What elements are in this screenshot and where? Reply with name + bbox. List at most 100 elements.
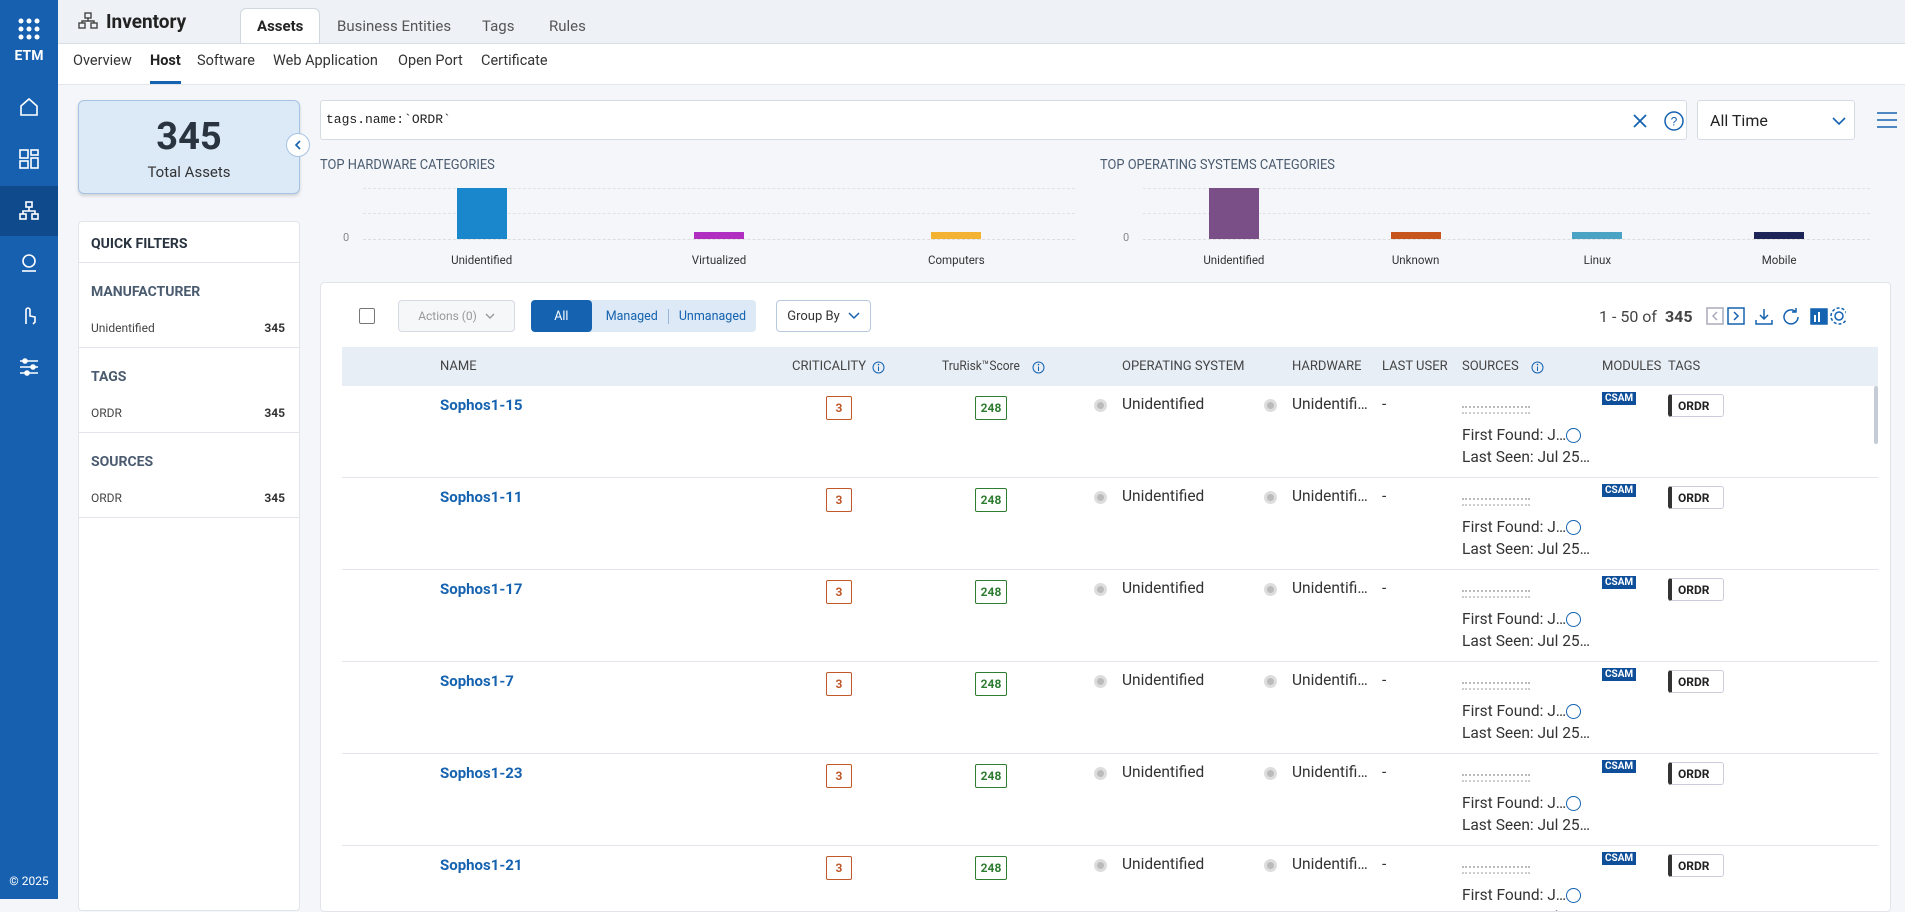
asset-name[interactable]: Sophos1-21 <box>440 856 522 874</box>
tag-chip[interactable]: ORDR <box>1668 578 1724 601</box>
last-user: - <box>1382 579 1386 597</box>
menu-icon[interactable] <box>1876 111 1898 129</box>
column-header[interactable]: TruRisk™Score <box>942 359 1020 374</box>
column-header[interactable]: CRITICALITY <box>792 359 866 374</box>
info-button[interactable] <box>1566 612 1581 627</box>
status-dot <box>1264 399 1277 412</box>
nav-risk[interactable] <box>0 238 58 288</box>
column-header[interactable]: HARDWARE <box>1292 359 1362 374</box>
tag-chip[interactable]: ORDR <box>1668 670 1724 693</box>
info-button[interactable] <box>1566 704 1581 719</box>
actions-button[interactable]: Actions (0) <box>398 300 515 332</box>
module-badge: CSAM <box>1602 392 1636 405</box>
active-underline <box>150 81 181 84</box>
last-seen: Last Seen: Jul 25… <box>1462 816 1590 834</box>
header-tab[interactable]: Business Entities <box>337 17 451 35</box>
select-all[interactable] <box>359 308 375 324</box>
ownership-option[interactable]: Managed <box>596 309 668 324</box>
sub-tab[interactable]: Overview <box>73 52 132 69</box>
last-user: - <box>1382 487 1386 505</box>
asset-table: Actions (0) All ManagedUnmanaged Group By… <box>320 282 1891 912</box>
ownership-option[interactable]: Unmanaged <box>668 309 756 324</box>
sub-tab[interactable]: Host <box>150 52 181 69</box>
table-row: Sophos1-153248UnidentifiedUnidentifi…-Fi… <box>342 386 1878 478</box>
filter-item[interactable]: ORDR <box>91 406 122 420</box>
filter-item[interactable]: ORDR <box>91 491 122 505</box>
sub-tab[interactable]: Open Port <box>398 52 463 69</box>
grid-line <box>363 188 1075 189</box>
group-by-button[interactable]: Group By <box>776 300 871 332</box>
table-toolbar-icons[interactable] <box>1706 307 1846 327</box>
search-bar[interactable]: tags.name:`ORDR` ? <box>320 100 1687 140</box>
criticality-badge: 3 <box>826 856 852 880</box>
column-header[interactable]: MODULES <box>1602 359 1661 374</box>
info-button[interactable] <box>1566 520 1581 535</box>
column-header[interactable]: OPERATING SYSTEM <box>1122 359 1245 374</box>
last-seen: Last Seen: Jul 25… <box>1462 448 1590 466</box>
nav-inventory[interactable] <box>0 186 58 236</box>
sub-tab[interactable]: Certificate <box>481 52 548 69</box>
page-title: Inventory <box>106 10 186 33</box>
tag-chip[interactable]: ORDR <box>1668 854 1724 877</box>
column-header[interactable]: TAGS <box>1668 359 1700 374</box>
nav-settings[interactable] <box>0 342 58 392</box>
trurisk-badge: 248 <box>975 764 1007 788</box>
column-header[interactable]: LAST USER <box>1382 359 1448 374</box>
sidebar: ETM © 2025 <box>0 0 58 899</box>
grid-line <box>1143 188 1870 189</box>
table-row: Sophos1-233248UnidentifiedUnidentifi…-Fi… <box>342 754 1878 846</box>
asset-name[interactable]: Sophos1-15 <box>440 396 522 414</box>
last-seen: Last Seen: Jul 25… <box>1462 724 1590 742</box>
status-dot <box>1094 767 1107 780</box>
header-tab[interactable]: Assets <box>240 8 320 43</box>
help-icon[interactable]: ? <box>1663 110 1685 132</box>
sub-tab[interactable]: Software <box>197 52 255 69</box>
last-seen: Last Seen: Jul 25… <box>1462 540 1590 558</box>
source-logos <box>1462 406 1530 414</box>
filter-group-title: TAGS <box>91 369 126 385</box>
header-tab[interactable]: Rules <box>549 17 586 35</box>
nav-dashboard[interactable] <box>0 134 58 184</box>
column-header[interactable]: SOURCES <box>1462 359 1519 374</box>
clear-icon[interactable] <box>1631 112 1649 130</box>
x-tick-label: Virtualized <box>659 253 779 267</box>
asset-name[interactable]: Sophos1-11 <box>440 488 522 506</box>
info-icon[interactable] <box>872 361 885 374</box>
time-range: All Time <box>1710 111 1768 130</box>
column-header[interactable]: NAME <box>440 359 477 374</box>
tag-chip[interactable]: ORDR <box>1668 394 1724 417</box>
chart-title: TOP OPERATING SYSTEMS CATEGORIES <box>1100 157 1335 173</box>
filter-item[interactable]: Unidentified <box>91 321 155 335</box>
grid-line <box>1143 213 1870 214</box>
table-row: Sophos1-73248UnidentifiedUnidentifi…-Fir… <box>342 662 1878 754</box>
last-user: - <box>1382 671 1386 689</box>
info-button[interactable] <box>1566 796 1581 811</box>
asset-name[interactable]: Sophos1-23 <box>440 764 522 782</box>
table-row: Sophos1-173248UnidentifiedUnidentifi…-Fi… <box>342 570 1878 662</box>
svg-text:?: ? <box>1671 115 1678 129</box>
info-button[interactable] <box>1566 428 1581 443</box>
tag-chip[interactable]: ORDR <box>1668 486 1724 509</box>
info-icon[interactable] <box>1032 361 1045 374</box>
nav-response[interactable] <box>0 290 58 340</box>
sub-tab[interactable]: Web Application <box>273 52 378 69</box>
last-seen: Last Seen: Jul 25… <box>1462 632 1590 650</box>
nav-home[interactable] <box>0 82 58 132</box>
asset-name[interactable]: Sophos1-17 <box>440 580 522 598</box>
info-icon[interactable] <box>1531 361 1544 374</box>
info-button[interactable] <box>1566 888 1581 903</box>
module-badge: CSAM <box>1602 760 1636 773</box>
tag-chip[interactable]: ORDR <box>1668 762 1724 785</box>
trurisk-badge: 248 <box>975 396 1007 420</box>
ownership-option[interactable]: All <box>531 300 592 332</box>
apps-icon[interactable] <box>18 18 40 40</box>
copyright: © 2025 <box>0 874 58 888</box>
header-tab[interactable]: Tags <box>482 17 514 35</box>
asset-name[interactable]: Sophos1-7 <box>440 672 514 690</box>
collapse-button[interactable] <box>286 133 310 157</box>
time-dropdown[interactable]: All Time <box>1697 100 1855 140</box>
hardware: Unidentifi… <box>1292 487 1368 505</box>
criticality-badge: 3 <box>826 580 852 604</box>
source-logos <box>1462 866 1530 874</box>
